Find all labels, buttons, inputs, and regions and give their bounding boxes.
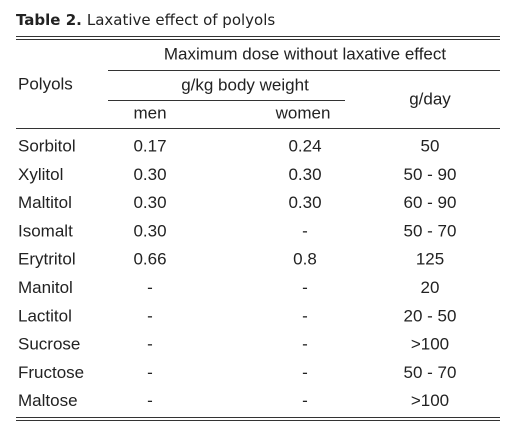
cell: 125 [416, 250, 444, 269]
cell: 0.30 [133, 221, 166, 240]
column-header: women [275, 103, 331, 122]
table-title: Table 2. Laxative effect of polyols [16, 11, 275, 29]
cell: - [302, 278, 308, 297]
column-header: g/day [409, 89, 451, 108]
cell: 50 [421, 136, 440, 155]
group-header: Maximum dose without laxative effect [164, 44, 446, 63]
cell: - [302, 221, 308, 240]
cell: >100 [411, 391, 449, 410]
cell: 50 - 90 [404, 165, 457, 184]
cell: 0.8 [293, 250, 317, 269]
cell: - [147, 306, 153, 325]
subgroup-header: g/kg body weight [181, 75, 309, 94]
cell: 0.66 [133, 250, 166, 269]
row-label: Erytritol [18, 250, 76, 269]
cell: - [302, 306, 308, 325]
cell: 20 - 50 [404, 306, 457, 325]
row-label: Isomalt [18, 221, 73, 240]
cell: 50 - 70 [404, 221, 457, 240]
cell: 50 - 70 [404, 363, 457, 382]
title-text: Laxative effect of polyols [87, 11, 276, 29]
row-label: Manitol [18, 278, 73, 297]
row-label: Maltose [18, 391, 78, 410]
cell: 20 [421, 278, 440, 297]
cell: >100 [411, 335, 449, 354]
cell: - [147, 278, 153, 297]
cell: 0.30 [133, 193, 166, 212]
title-label: Table 2. [16, 11, 82, 29]
row-label: Sorbitol [18, 136, 76, 155]
cell: - [302, 391, 308, 410]
row-label: Lactitol [18, 306, 72, 325]
cell: - [302, 363, 308, 382]
cell: - [147, 335, 153, 354]
cell: 0.30 [288, 193, 321, 212]
column-header: men [133, 103, 166, 122]
row-label: Fructose [18, 363, 84, 382]
cell: - [147, 391, 153, 410]
cell: 0.30 [133, 165, 166, 184]
cell: 0.30 [288, 165, 321, 184]
row-label: Maltitol [18, 193, 72, 212]
cell: 0.17 [133, 136, 166, 155]
row-label-header: Polyols [18, 74, 73, 93]
cell: - [147, 363, 153, 382]
cell: - [302, 335, 308, 354]
cell: 60 - 90 [404, 193, 457, 212]
row-label: Sucrose [18, 335, 80, 354]
cell: 0.24 [288, 136, 321, 155]
row-label: Xylitol [18, 165, 63, 184]
